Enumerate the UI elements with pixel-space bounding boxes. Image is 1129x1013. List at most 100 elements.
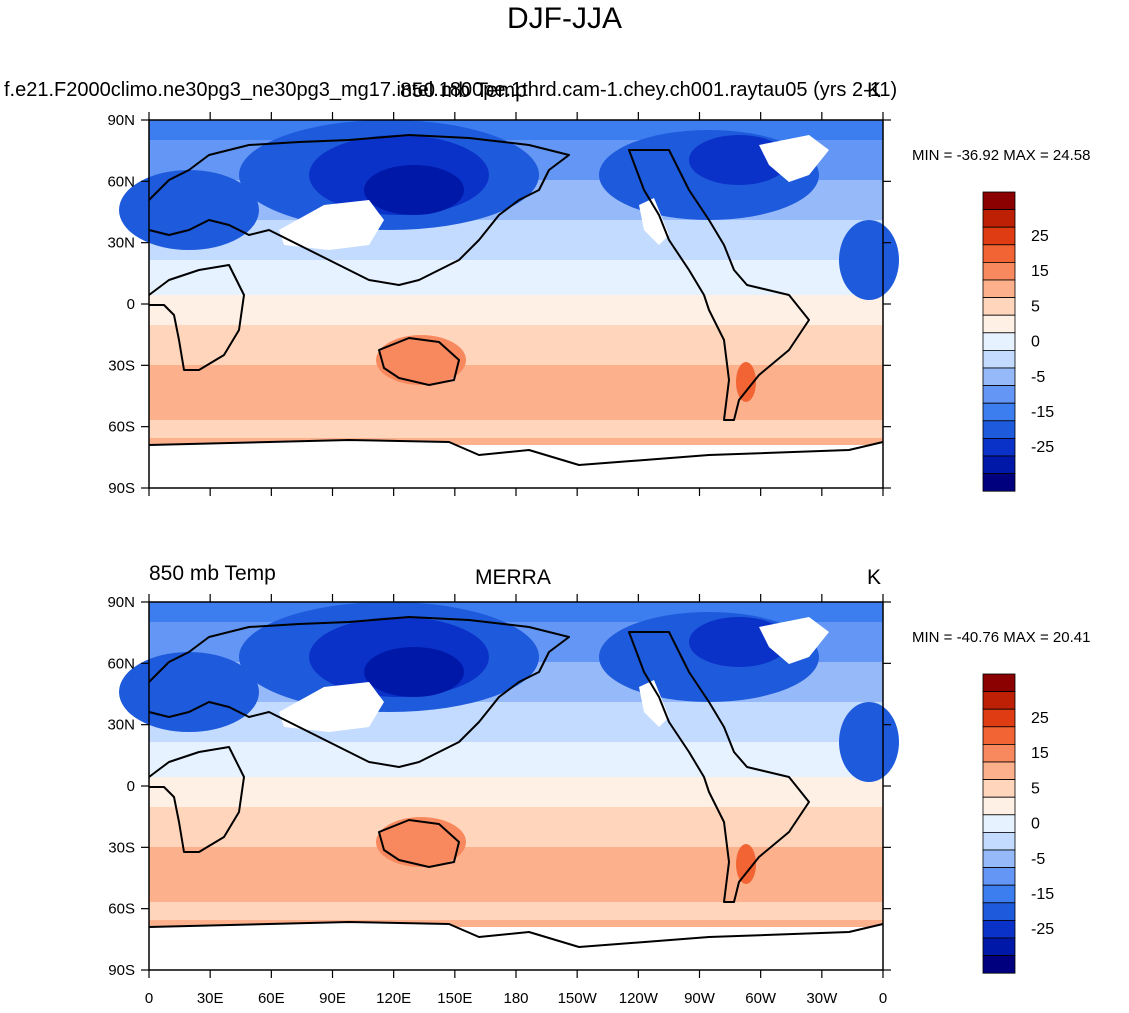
map-figure: 90N 60N 30N 0 30S 60S 90S 0 30E 60E 90E 120E 150E 180… — [107, 112, 1054, 510]
colorbar-swatch — [982, 209, 1016, 228]
colorbar-label: 25 — [1031, 710, 1049, 727]
map-figure: 90N 60N 30N 0 30S 60S 90S 0 30E 60E 90E 120E 150E 180… — [107, 594, 1054, 1007]
colorbar-swatch — [982, 455, 1016, 475]
lat-tick-label: 30N — [107, 235, 135, 252]
colorbar-swatch — [982, 796, 1016, 816]
colorbar-swatch — [982, 761, 1016, 781]
panel-center-title: 850 mb Temp — [400, 79, 527, 102]
lat-tick-label: 90S — [108, 480, 135, 497]
lat-tick-label: 60N — [107, 655, 135, 672]
colorbar-label: 0 — [1031, 334, 1040, 351]
colorbar-swatch — [982, 955, 1016, 974]
lon-tick-label: 150W — [558, 990, 598, 1007]
lon-tick-label: 0 — [879, 990, 887, 1007]
colorbar-swatch — [982, 314, 1016, 334]
lon-tick-label: 0 — [145, 990, 153, 1007]
lon-tick-label: 0 — [145, 508, 153, 510]
colorbar-swatch — [982, 726, 1016, 745]
lon-tick-label: 150W — [558, 508, 598, 510]
lon-tick-label: 90E — [319, 990, 346, 1007]
colorbar-swatch — [982, 919, 1016, 939]
panel-left-title: 850 mb Temp — [149, 562, 276, 585]
lon-tick-label: 90E — [319, 508, 346, 510]
lon-tick-label: 60W — [745, 990, 777, 1007]
lon-tick-label: 120E — [376, 990, 411, 1007]
colorbar: 25 15 5 0 -5 -15 -25 — [982, 191, 1054, 492]
colorbar-label: 0 — [1031, 816, 1040, 833]
colorbar-swatch — [982, 849, 1016, 869]
colorbar-label: -5 — [1031, 369, 1045, 386]
colorbar-swatch — [982, 332, 1016, 351]
colorbar-swatch — [982, 867, 1016, 886]
colorbar-label: 5 — [1031, 780, 1040, 797]
lon-tick-label: 120E — [376, 508, 411, 510]
lon-tick-label: 180 — [503, 990, 528, 1007]
colorbar-swatch — [982, 244, 1016, 263]
panel-center-title: MERRA — [475, 566, 551, 589]
colorbar-swatch — [982, 673, 1016, 693]
map-area: 90N 60N 30N 0 30S 60S 90S 0 30E 60E 90E 120E 150E 180… — [107, 112, 899, 510]
colorbar-swatch — [982, 884, 1016, 904]
colorbar-swatch — [982, 708, 1016, 728]
colorbar-swatch — [982, 297, 1016, 316]
lon-tick-label: 180 — [503, 508, 528, 510]
panel-units: K — [867, 79, 882, 102]
colorbar: 25 15 5 0 -5 -15 -25 — [982, 673, 1054, 974]
map-area: 90N 60N 30N 0 30S 60S 90S 0 30E 60E 90E 120E 150E 180… — [107, 594, 899, 1007]
lon-tick-label: 90W — [684, 990, 716, 1007]
lat-tick-label: 30N — [107, 717, 135, 734]
colorbar-swatch — [982, 691, 1016, 710]
colorbar-swatch — [982, 262, 1016, 281]
colorbar-label: 25 — [1031, 228, 1049, 245]
colorbar-swatch — [982, 367, 1016, 387]
colorbar-swatch — [982, 902, 1016, 921]
colorbar-swatch — [982, 349, 1016, 369]
lat-tick-label: 30S — [108, 839, 135, 856]
panel-units: K — [867, 566, 882, 589]
colorbar-swatch — [982, 473, 1016, 492]
colorbar-label: 15 — [1031, 745, 1049, 762]
colorbar-swatch — [982, 437, 1016, 457]
lat-tick-label: 90N — [107, 112, 135, 129]
colorbar-swatch — [982, 191, 1016, 211]
min-max-text: MIN = -40.76 MAX = 20.41 — [912, 629, 1091, 646]
colorbar-swatch — [982, 226, 1016, 246]
colorbar-label: -15 — [1031, 886, 1054, 903]
lon-tick-label: 30E — [197, 508, 224, 510]
lat-tick-label: 60S — [108, 419, 135, 436]
colorbar-label: -25 — [1031, 439, 1054, 456]
colorbar-swatch — [982, 779, 1016, 798]
lon-tick-label: 30E — [197, 990, 224, 1007]
lon-tick-label: 120W — [619, 990, 659, 1007]
colorbar-swatch — [982, 744, 1016, 763]
colorbar-swatch — [982, 279, 1016, 299]
lat-tick-label: 90S — [108, 962, 135, 979]
colorbar-label: -25 — [1031, 921, 1054, 938]
colorbar-swatch — [982, 814, 1016, 833]
colorbar-label: -5 — [1031, 851, 1045, 868]
colorbar-label: 5 — [1031, 298, 1040, 315]
colorbar-swatch — [982, 385, 1016, 404]
lon-tick-label: 60E — [258, 508, 285, 510]
min-max-text: MIN = -36.92 MAX = 24.58 — [912, 147, 1091, 164]
lon-tick-label: 120W — [619, 508, 659, 510]
colorbar-label: -15 — [1031, 404, 1054, 421]
lon-tick-label: 60W — [745, 508, 777, 510]
colorbar-swatch — [982, 937, 1016, 957]
lat-tick-label: 0 — [127, 296, 135, 313]
lat-tick-label: 30S — [108, 357, 135, 374]
lat-tick-label: 90N — [107, 594, 135, 611]
figure-title: DJF-JJA — [507, 2, 622, 35]
lon-tick-label: 150E — [437, 990, 472, 1007]
lon-tick-label: 30W — [806, 508, 838, 510]
lon-tick-label: 30W — [806, 990, 838, 1007]
colorbar-swatch — [982, 831, 1016, 851]
lon-tick-label: 0 — [879, 508, 887, 510]
lon-tick-label: 60E — [258, 990, 285, 1007]
lat-tick-label: 60N — [107, 173, 135, 190]
colorbar-swatch — [982, 402, 1016, 422]
lat-tick-label: 0 — [127, 778, 135, 795]
map-panel-merra: 850 mb Temp MERRA K MIN = -40.76 MAX = 2… — [0, 480, 1129, 1013]
lon-tick-label: 150E — [437, 508, 472, 510]
panel-left-title: f.e21.F2000climo.ne30pg3_ne30pg3_mg17.in… — [4, 79, 898, 101]
